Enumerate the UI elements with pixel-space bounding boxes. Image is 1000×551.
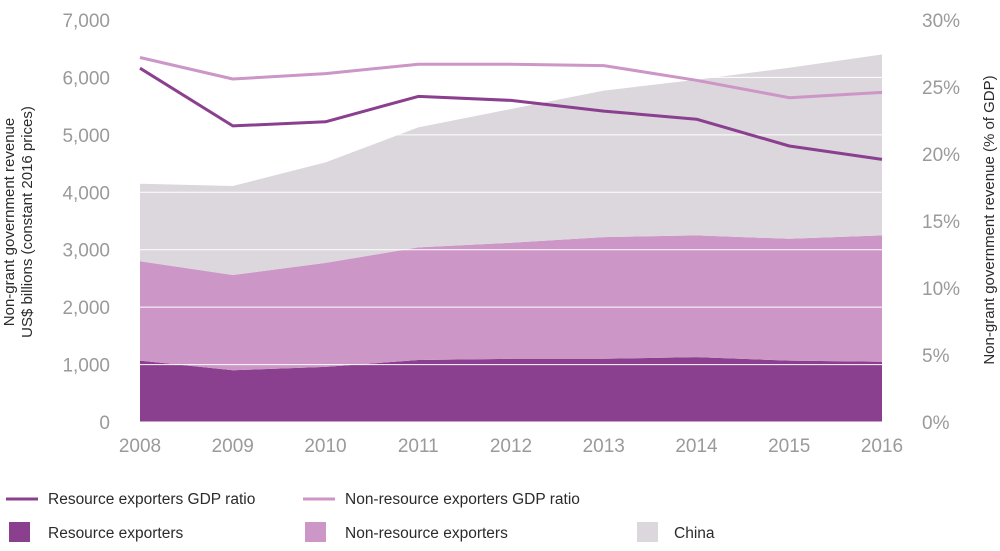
right-tick-label: 15%: [922, 212, 960, 233]
legend: Resource exporters GDP ratio Non-resourc…: [6, 491, 715, 542]
legend-swatch-non-resource-exporters: [305, 522, 326, 542]
x-tick-label: 2008: [119, 436, 161, 457]
x-tick-label: 2013: [583, 436, 625, 457]
areas-layer: [122, 19, 912, 423]
x-tick-label: 2016: [861, 436, 903, 457]
legend-label-non-resource-exporters: Non-resource exporters: [345, 525, 508, 542]
x-tick-label: 2014: [675, 436, 718, 457]
x-axis-ticks: 2008 2009 2010 2011 2012 2013 2014 2015 2016: [119, 436, 903, 457]
line-resource-exporters-gdp-ratio: [139, 66, 883, 161]
left-tick-label: 7,000: [62, 11, 110, 32]
left-tick-label: 1,000: [62, 356, 110, 377]
x-tick-label: 2010: [304, 436, 346, 457]
left-tick-label: 6,000: [62, 68, 110, 89]
legend-swatch-china: [637, 522, 658, 542]
right-axis-ticks: 0% 5% 10% 15% 20% 25% 30%: [922, 11, 960, 434]
left-tick-label: 5,000: [62, 126, 110, 147]
right-tick-label: 20%: [922, 145, 960, 166]
legend-label-resource-gdp-ratio: Resource exporters GDP ratio: [48, 491, 255, 508]
x-tick-label: 2009: [212, 436, 254, 457]
right-tick-label: 25%: [922, 78, 960, 99]
right-tick-label: 0%: [922, 413, 950, 434]
legend-label-non-resource-gdp-ratio: Non-resource exporters GDP ratio: [345, 491, 580, 508]
line-non-resource-exporters-gdp-ratio: [139, 56, 883, 100]
right-axis-title: Non-grant government revenue (% of GDP): [981, 75, 998, 364]
left-axis-title-line-2: US$ billions (constant 2016 prices): [19, 106, 36, 338]
legend-label-resource-exporters: Resource exporters: [48, 525, 184, 542]
left-tick-label: 3,000: [62, 241, 110, 262]
x-tick-label: 2015: [768, 436, 810, 457]
legend-label-china: China: [674, 525, 715, 542]
left-tick-label: 2,000: [62, 298, 110, 319]
lines-layer: [139, 56, 883, 161]
right-tick-label: 10%: [922, 279, 960, 300]
left-axis-ticks: 0 1,000 2,000 3,000 4,000 5,000 6,000 7,000: [62, 11, 110, 434]
x-tick-label: 2011: [398, 436, 439, 457]
area-non-resource-exporters: [140, 235, 882, 371]
area-china: [140, 54, 882, 275]
x-tick-label: 2012: [490, 436, 532, 457]
right-tick-label: 5%: [922, 346, 950, 367]
area-resource-exporters: [140, 357, 882, 422]
left-axis-title-line-1: Non-grant government revenue: [1, 118, 18, 326]
left-tick-label: 0: [99, 413, 110, 434]
left-tick-label: 4,000: [62, 183, 110, 204]
legend-swatch-resource-exporters: [9, 522, 30, 542]
right-tick-label: 30%: [922, 11, 960, 32]
